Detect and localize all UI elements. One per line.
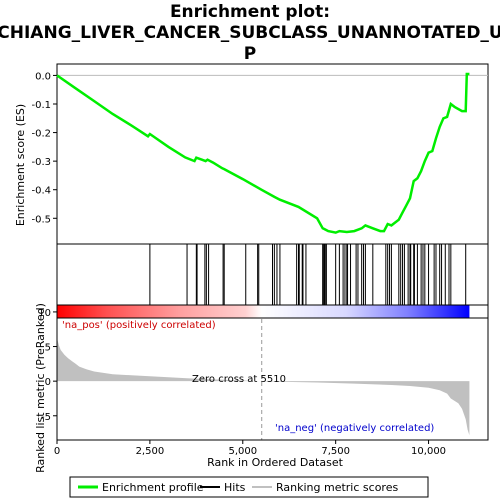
metric-y-tick-label: 0	[45, 377, 51, 388]
es-panel: 0.0 -0.1 -0.2 -0.3 -0.4 -0.5	[31, 63, 489, 245]
es-frame	[56, 63, 489, 245]
es-y-tick-label: -0.3	[31, 157, 51, 168]
ranking-metric-area	[57, 338, 470, 436]
x-tick-label: 2,500	[136, 446, 165, 457]
legend-hits-label: Hits	[224, 481, 246, 494]
es-y-tick-label: -0.5	[31, 214, 51, 225]
x-axis-label: Rank in Ordered Dataset	[207, 456, 344, 469]
chart-title-line3: P	[244, 44, 256, 64]
x-tick-label: 5,000	[228, 446, 257, 457]
x-tick-label: 0	[54, 446, 60, 457]
es-y-tick-label: -0.2	[31, 129, 51, 140]
x-axis: 0 2,500 5,000 7,500 10,000	[54, 440, 446, 457]
hits-panel	[56, 243, 489, 306]
metric-y-tick-label: -5	[41, 412, 51, 423]
x-tick-label: 7,500	[321, 446, 350, 457]
x-tick-label: 10,000	[411, 446, 446, 457]
heatmap-fill	[57, 305, 470, 318]
legend-metric-label: Ranking metric scores	[276, 481, 398, 494]
es-y-tick-label: 0.0	[35, 71, 51, 82]
legend-box	[69, 476, 429, 498]
chart-title-line1: Enrichment plot:	[170, 2, 330, 22]
pos-correlated-label: 'na_pos' (positively correlated)	[62, 320, 216, 331]
metric-y-axis-label: Ranked list metric (PreRanked)	[34, 303, 47, 473]
metric-panel: 10 5 0 -5	[38, 304, 489, 441]
metric-y-tick-label: 10	[38, 308, 51, 319]
zero-cross-label: Zero cross at 5510	[192, 374, 286, 385]
neg-correlated-label: 'na_neg' (negatively correlated)	[275, 423, 434, 434]
es-y-tick-label: -0.4	[31, 186, 51, 197]
heatmap-bar	[56, 304, 489, 319]
metric-frame	[56, 304, 489, 441]
chart-title-line2: CHIANG_LIVER_CANCER_SUBCLASS_UNANNOTATED…	[0, 23, 500, 43]
legend: Enrichment profile Hits Ranking metric s…	[69, 476, 429, 498]
metric-y-tick-label: 5	[45, 343, 51, 354]
es-y-axis-label: Enrichment score (ES)	[14, 104, 27, 226]
enrichment-profile-line	[56, 72, 470, 234]
legend-enrichment-label: Enrichment profile	[102, 481, 204, 494]
es-y-tick-label: -0.1	[31, 100, 51, 111]
